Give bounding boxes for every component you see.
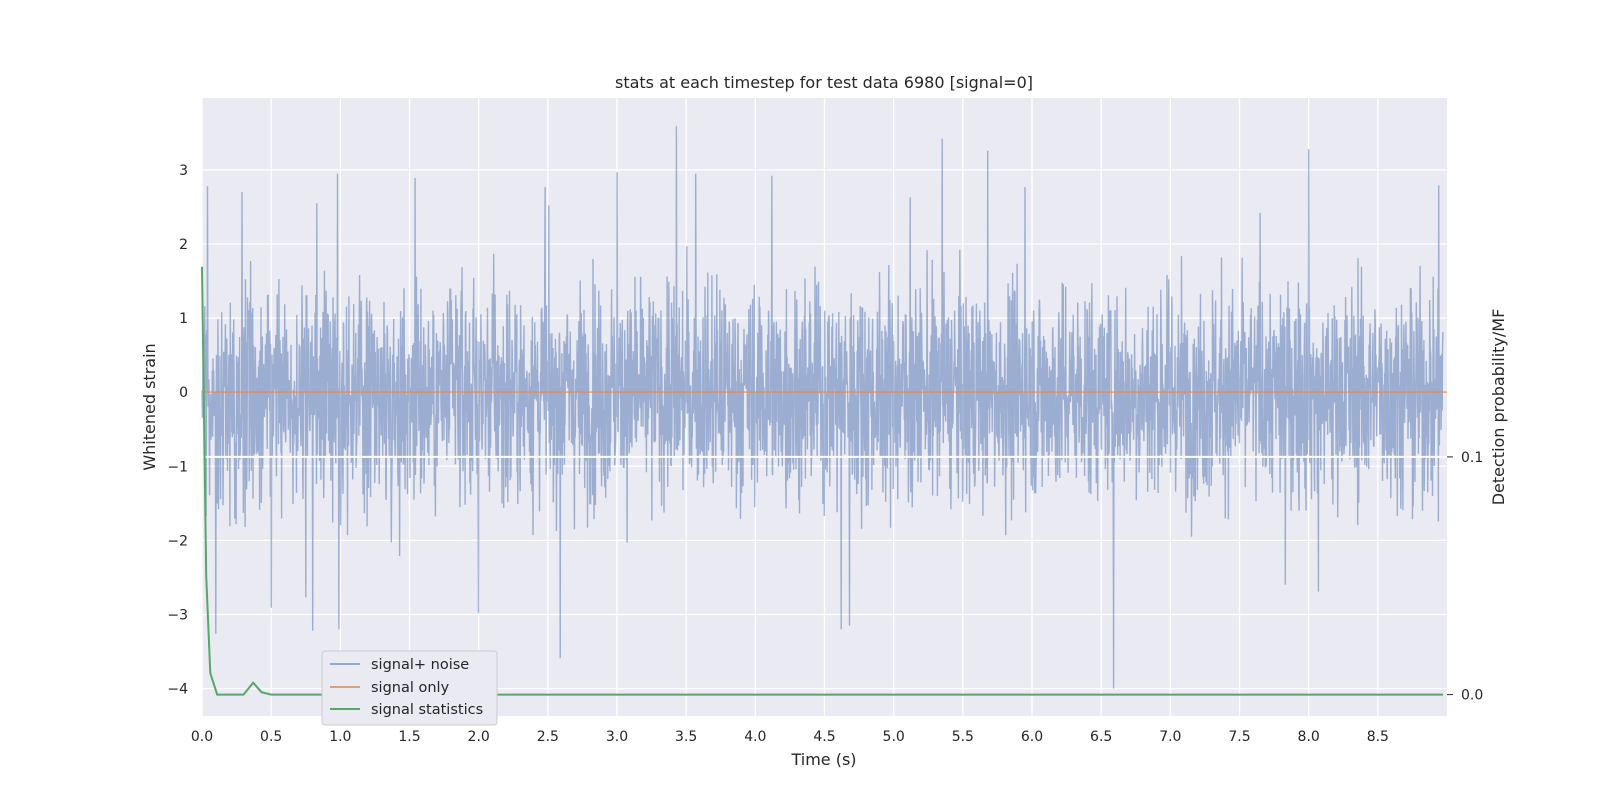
legend-label-signal-noise: signal+ noise — [371, 657, 469, 673]
y-right-tick-label: 0.0 — [1461, 688, 1483, 704]
y-tick-label: −3 — [167, 607, 188, 623]
legend: signal+ noise signal only signal statist… — [321, 650, 498, 726]
x-tick-label: 3.5 — [675, 729, 697, 745]
series-signal-statistics — [201, 266, 1443, 696]
y-tick-label: 1 — [179, 311, 188, 327]
y-tick-label: 2 — [179, 237, 188, 253]
y-right-tick-label: 0.1 — [1461, 450, 1483, 466]
x-tick-label: 7.0 — [1159, 729, 1181, 745]
chart-title: stats at each timestep for test data 698… — [615, 73, 1033, 92]
x-tick-label: 2.5 — [537, 729, 559, 745]
x-tick-label: 8.0 — [1298, 729, 1320, 745]
legend-box — [321, 650, 498, 726]
x-tick-label: 1.0 — [329, 729, 351, 745]
x-tick-label: 6.0 — [1021, 729, 1043, 745]
x-tick-label: 5.0 — [883, 729, 905, 745]
x-tick-label: 5.5 — [952, 729, 974, 745]
y-axis-right-label: Detection probability/MF — [1489, 309, 1508, 506]
x-tick-label: 4.0 — [744, 729, 766, 745]
x-axis-label: Time (s) — [790, 750, 856, 769]
x-tick-label: 6.5 — [1090, 729, 1112, 745]
x-tick-label: 4.5 — [813, 729, 835, 745]
x-tick-label: 1.5 — [398, 729, 420, 745]
x-tick-label: 0.5 — [260, 729, 282, 745]
y-tick-label: 3 — [179, 163, 188, 179]
y-tick-label: −2 — [167, 533, 188, 549]
series-layer — [201, 126, 1447, 696]
x-tick-label: 8.5 — [1367, 729, 1389, 745]
x-tick-label: 7.5 — [1228, 729, 1250, 745]
y-tick-label: 0 — [179, 385, 188, 401]
y-tick-label: −1 — [167, 459, 188, 475]
legend-label-signal-only: signal only — [371, 680, 450, 696]
ticks: 0.0 0.5 1.0 1.5 2.0 2.5 3.0 3.5 4.0 4.5 5.0 5.5 6.0 6… — [167, 163, 1483, 745]
x-tick-label: 3.0 — [606, 729, 628, 745]
y-axis-label: Whitened strain — [140, 343, 159, 470]
y-tick-label: −4 — [167, 682, 188, 698]
legend-label-signal-statistics: signal statistics — [371, 702, 483, 718]
series-signal-noise — [201, 126, 1444, 689]
x-tick-label: 2.0 — [468, 729, 490, 745]
x-tick-label: 0.0 — [191, 729, 213, 745]
